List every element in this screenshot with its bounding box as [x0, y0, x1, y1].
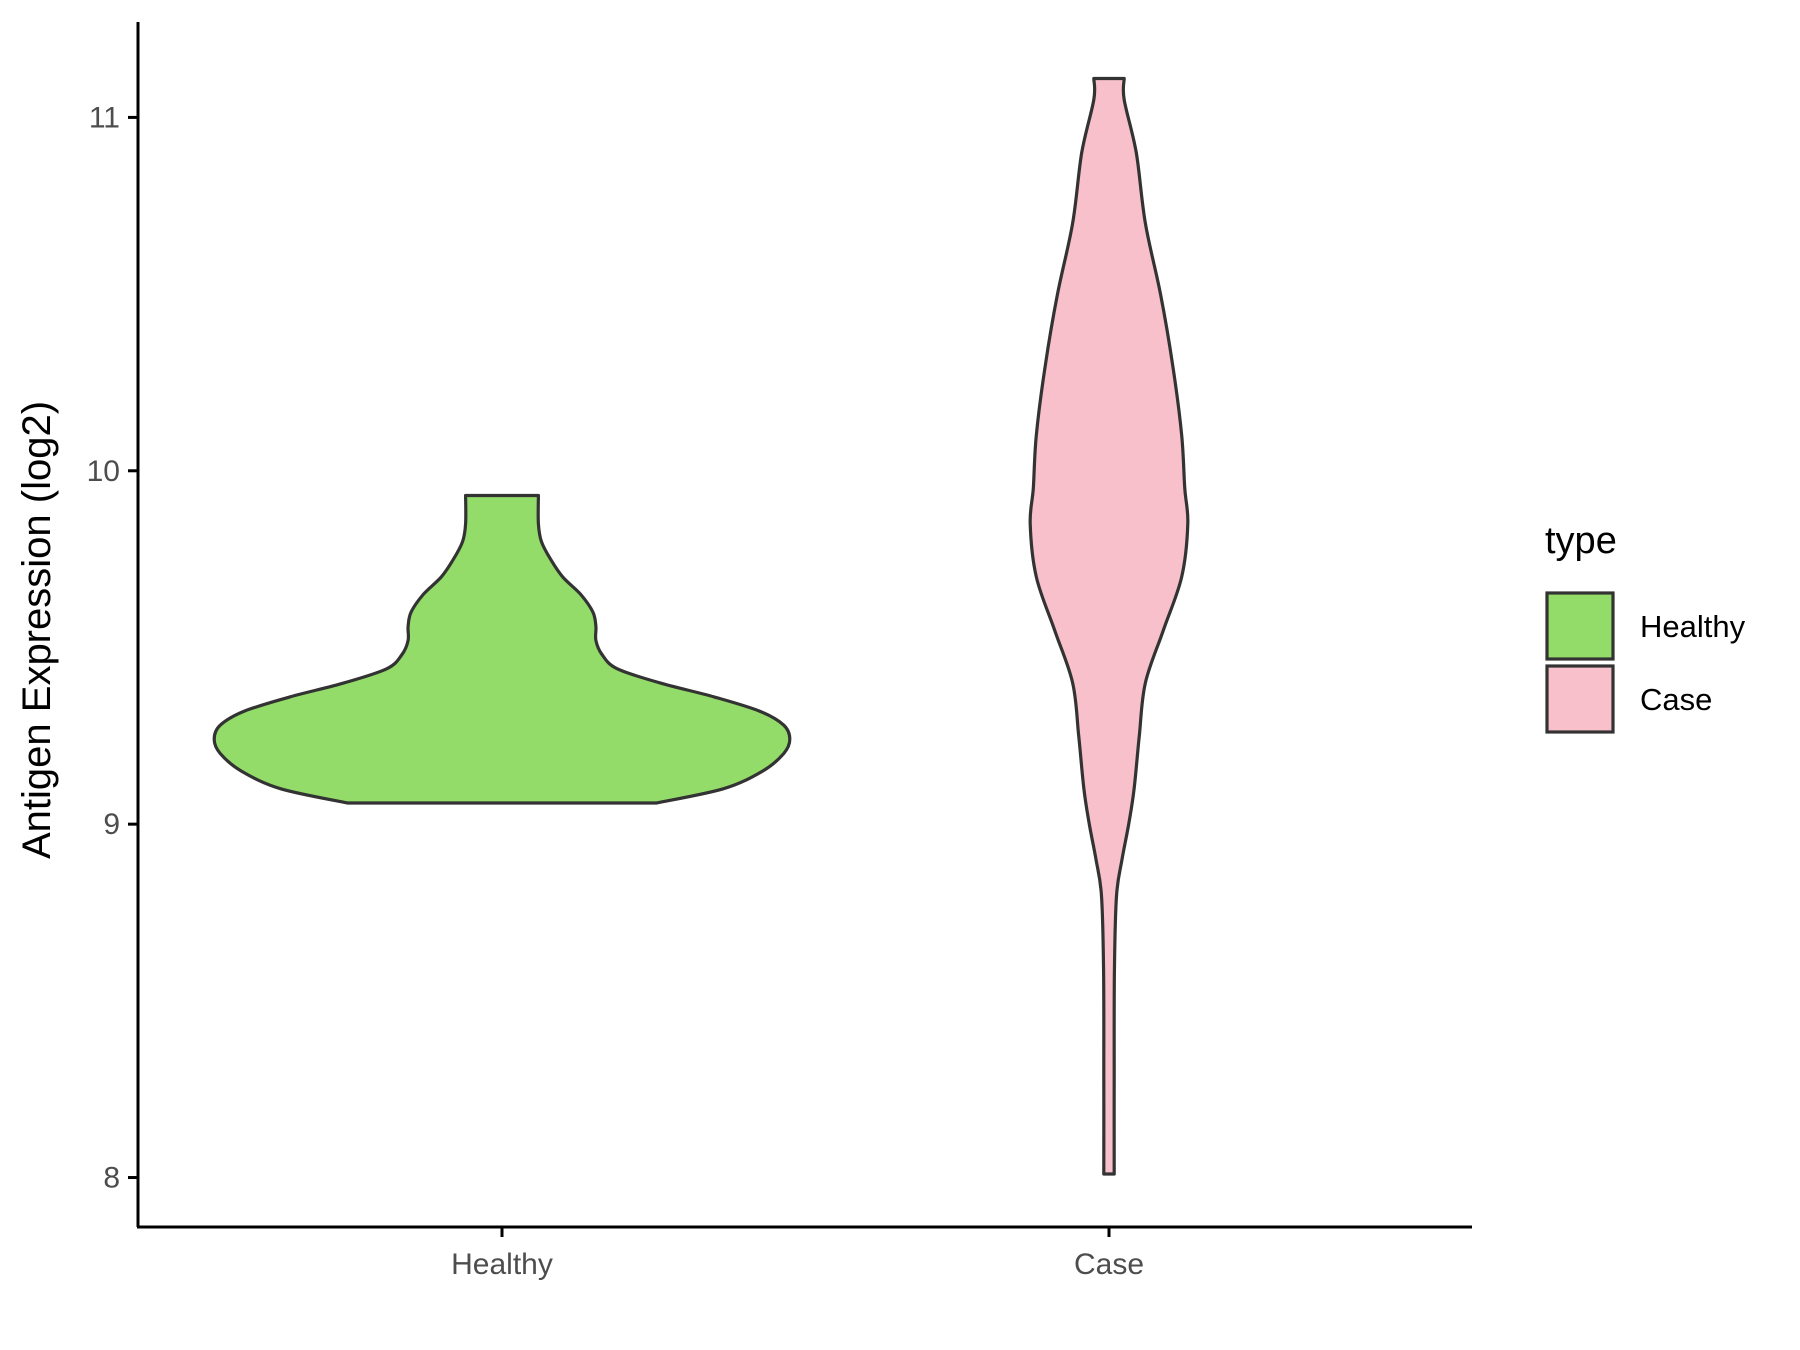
legend-items: Healthy Case	[1545, 591, 1746, 734]
y-axis-ticks: 8 9 10 11	[87, 101, 138, 1195]
legend-label-case: Case	[1640, 682, 1712, 717]
legend: type Healthy Case	[1545, 520, 1746, 734]
y-tick-label: 11	[89, 101, 120, 134]
y-axis-title: Antigen Expression (log2)	[15, 401, 59, 859]
x-tick-label: Case	[1074, 1248, 1144, 1281]
violin-case	[1028, 76, 1190, 1176]
legend-title: type	[1545, 520, 1617, 562]
y-tick-label: 10	[87, 455, 120, 488]
y-tick-label: 8	[103, 1162, 120, 1195]
y-tick-label: 9	[103, 808, 120, 841]
violin-healthy	[212, 493, 792, 805]
legend-swatch-case	[1545, 664, 1615, 734]
x-axis-ticks: Healthy Case	[451, 1227, 1144, 1281]
violins-layer	[212, 76, 1190, 1176]
x-tick-label: Healthy	[451, 1248, 553, 1281]
legend-label-healthy: Healthy	[1640, 609, 1746, 644]
legend-swatch-healthy	[1545, 591, 1615, 661]
